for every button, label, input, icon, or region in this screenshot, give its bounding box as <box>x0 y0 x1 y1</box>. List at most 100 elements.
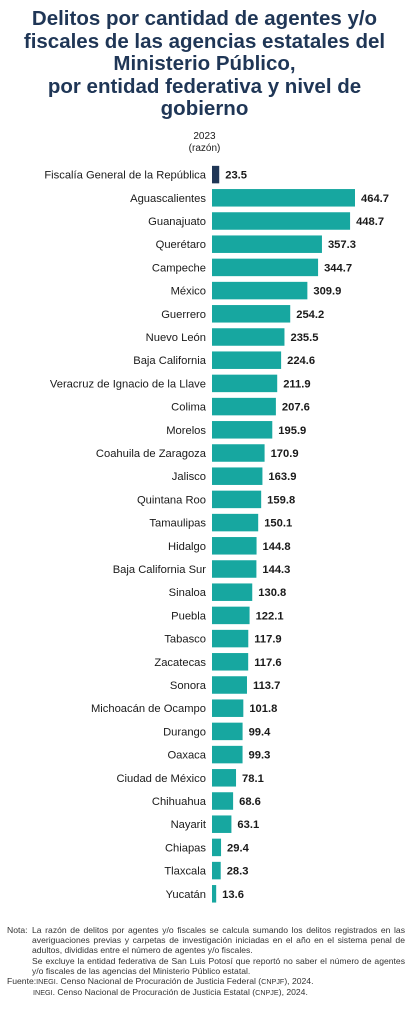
bar-nuevo-leon <box>212 328 285 346</box>
chart-unit: (razón) <box>188 143 221 154</box>
category-label-guanajuato: Guanajuato <box>148 216 206 228</box>
category-label-oaxaca: Oaxaca <box>167 750 206 762</box>
bar-michoacan-de-ocampo <box>212 699 244 717</box>
category-label-veracruz-de-ignacio-de-la-llave: Veracruz de Ignacio de la Llave <box>50 378 206 390</box>
bar-yucatan <box>212 885 217 903</box>
value-label-zacatecas: 117.6 <box>254 657 281 669</box>
chart-title-line: gobierno <box>160 97 249 120</box>
value-label-sinaloa: 130.8 <box>258 587 286 599</box>
category-label-ciudad-de-mexico: Ciudad de México <box>116 773 206 785</box>
bar-ciudad-de-mexico <box>212 769 237 787</box>
bar-durango <box>212 722 243 741</box>
category-label-chihuahua: Chihuahua <box>152 796 207 808</box>
value-label-quintana-roo: 159.8 <box>267 494 295 506</box>
source-text: ), 2024. <box>278 987 308 998</box>
category-label-sonora: Sonora <box>170 680 207 692</box>
bar-coahuila-de-zaragoza <box>212 444 265 462</box>
bar-morelos <box>212 421 273 439</box>
note-row: Nota: La razón de delitos por agentes y/… <box>7 925 405 956</box>
source-inegi: INEGI <box>36 977 56 987</box>
category-label-michoacan-de-ocampo: Michoacán de Ocampo <box>91 703 206 715</box>
bar-sonora <box>212 676 247 694</box>
value-label-oaxaca: 99.3 <box>249 750 271 762</box>
bar-aguascalientes <box>212 189 355 207</box>
category-label-tabasco: Tabasco <box>164 634 206 646</box>
bar-chart: Fiscalía General de la República 23.5 Agua… <box>44 165 389 903</box>
category-label-colima: Colima <box>171 402 207 414</box>
source-label: Fuente: <box>7 976 37 987</box>
bar-mexico <box>212 281 308 300</box>
value-label-aguascalientes: 464.7 <box>361 193 389 205</box>
bar-puebla <box>212 606 250 625</box>
bar-campeche <box>212 258 319 277</box>
category-label-baja-california-sur: Baja California Sur <box>113 564 207 576</box>
value-label-sonora: 113.7 <box>253 680 280 692</box>
source-row-1: Fuente:INEGI. Censo Nacional de Procurac… <box>7 976 405 987</box>
value-label-fiscalia-general-de-la-republica: 23.5 <box>225 170 247 182</box>
value-label-morelos: 195.9 <box>278 425 306 437</box>
bar-veracruz-de-ignacio-de-la-llave <box>212 374 278 393</box>
category-label-fiscalia-general-de-la-republica: Fiscalía General de la República <box>44 170 206 182</box>
category-label-hidalgo: Hidalgo <box>168 541 206 553</box>
value-label-baja-california-sur: 144.3 <box>262 564 290 576</box>
value-label-tabasco: 117.9 <box>254 634 281 646</box>
note-text: La razón de delitos por agentes y/o fisc… <box>32 925 405 956</box>
value-label-nuevo-leon: 235.5 <box>290 332 318 344</box>
value-label-queretaro: 357.3 <box>328 239 356 251</box>
bar-nayarit <box>212 815 232 833</box>
category-label-zacatecas: Zacatecas <box>154 657 206 669</box>
category-label-guerrero: Guerrero <box>161 309 206 321</box>
category-label-jalisco: Jalisco <box>172 471 206 483</box>
chart-title: Delitos por cantidad de agentes y/o fisc… <box>0 7 409 121</box>
category-label-sinaloa: Sinaloa <box>169 587 207 599</box>
bar-queretaro <box>212 235 322 253</box>
note-label: Nota: <box>7 925 28 935</box>
category-label-chiapas: Chiapas <box>165 842 206 854</box>
value-label-ciudad-de-mexico: 78.1 <box>242 773 264 785</box>
value-label-guanajuato: 448.7 <box>356 216 384 228</box>
category-label-morelos: Morelos <box>166 425 206 437</box>
source-row-2: INEGI. Censo Nacional de Procuración de … <box>7 987 405 998</box>
bar-baja-california <box>212 351 282 369</box>
bar-guanajuato <box>212 212 351 230</box>
category-label-tlaxcala: Tlaxcala <box>164 866 206 878</box>
category-label-tamaulipas: Tamaulipas <box>149 518 206 530</box>
source-text: . Censo Nacional de Procuración de Justi… <box>55 976 262 987</box>
value-label-mexico: 309.9 <box>313 286 341 298</box>
category-label-yucatan: Yucatán <box>166 889 206 901</box>
value-label-tlaxcala: 28.3 <box>227 866 249 878</box>
bar-zacatecas <box>212 653 249 671</box>
value-label-chiapas: 29.4 <box>227 842 250 854</box>
source-cnpjf: CNPJF <box>261 977 285 987</box>
bar-quintana-roo <box>212 490 262 509</box>
bar-hidalgo <box>212 537 257 555</box>
value-label-tamaulipas: 150.1 <box>264 518 292 530</box>
bar-sinaloa <box>212 583 253 601</box>
value-label-michoacan-de-ocampo: 101.8 <box>249 703 277 715</box>
value-label-veracruz-de-ignacio-de-la-llave: 211.9 <box>283 378 310 390</box>
category-label-campeche: Campeche <box>152 262 206 274</box>
category-label-queretaro: Querétaro <box>156 239 206 251</box>
value-label-durango: 99.4 <box>249 726 272 738</box>
bar-oaxaca <box>212 745 243 764</box>
chart-title-line: Ministerio Público, <box>113 52 296 75</box>
value-label-chihuahua: 68.6 <box>239 796 261 808</box>
source-text: . Censo Nacional de Procuración de Justi… <box>52 987 256 998</box>
bar-tlaxcala <box>212 861 221 880</box>
bar-tabasco <box>212 629 249 648</box>
value-label-campeche: 344.7 <box>324 262 352 274</box>
chart-title-line: Delitos por cantidad de agentes y/o <box>31 7 378 30</box>
chart-year: 2023 <box>193 131 216 142</box>
category-label-coahuila-de-zaragoza: Coahuila de Zaragoza <box>96 448 207 460</box>
value-label-guerrero: 254.2 <box>296 309 324 321</box>
category-label-baja-california: Baja California <box>133 355 207 367</box>
category-label-mexico: México <box>171 286 206 298</box>
source-cnpje: CNPJE <box>255 988 279 998</box>
value-label-nayarit: 63.1 <box>237 819 259 831</box>
value-label-yucatan: 13.6 <box>222 889 244 901</box>
bar-guerrero <box>212 305 291 323</box>
category-label-durango: Durango <box>163 726 206 738</box>
value-label-hidalgo: 144.8 <box>263 541 291 553</box>
bar-tamaulipas <box>212 513 259 532</box>
category-label-puebla: Puebla <box>171 610 207 622</box>
